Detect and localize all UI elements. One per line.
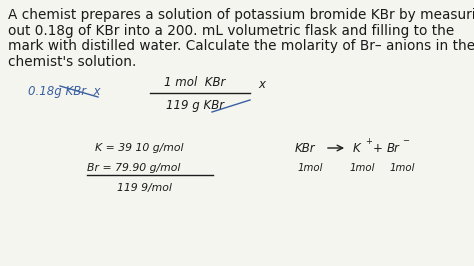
Text: +: +: [373, 142, 383, 155]
Text: A chemist prepares a solution of potassium bromide KBr by measuring: A chemist prepares a solution of potassi…: [8, 8, 474, 22]
Text: chemist's solution.: chemist's solution.: [8, 55, 137, 69]
Text: Br = 79.90 g/mol: Br = 79.90 g/mol: [87, 163, 181, 173]
Text: 1mol: 1mol: [350, 163, 375, 173]
Text: K = 39 10 g/mol: K = 39 10 g/mol: [95, 143, 183, 153]
Text: 119 9/mol: 119 9/mol: [117, 183, 172, 193]
Text: 0.18g KBr  x: 0.18g KBr x: [28, 85, 100, 98]
Text: K: K: [353, 142, 361, 155]
Text: out 0.18g of KBr into a 200. mL volumetric flask and filling to the: out 0.18g of KBr into a 200. mL volumetr…: [8, 23, 454, 38]
Text: KBr: KBr: [295, 142, 316, 155]
Text: 1mol: 1mol: [390, 163, 416, 173]
Text: −: −: [402, 136, 409, 146]
Text: x: x: [258, 78, 265, 92]
Text: +: +: [365, 136, 372, 146]
Text: mark with distilled water. Calculate the molarity of Br– anions in the: mark with distilled water. Calculate the…: [8, 39, 474, 53]
Text: 119 g KBr: 119 g KBr: [166, 98, 224, 111]
Text: 1mol: 1mol: [298, 163, 323, 173]
Text: 1 mol  KBr: 1 mol KBr: [164, 76, 226, 89]
Text: Br: Br: [387, 142, 400, 155]
